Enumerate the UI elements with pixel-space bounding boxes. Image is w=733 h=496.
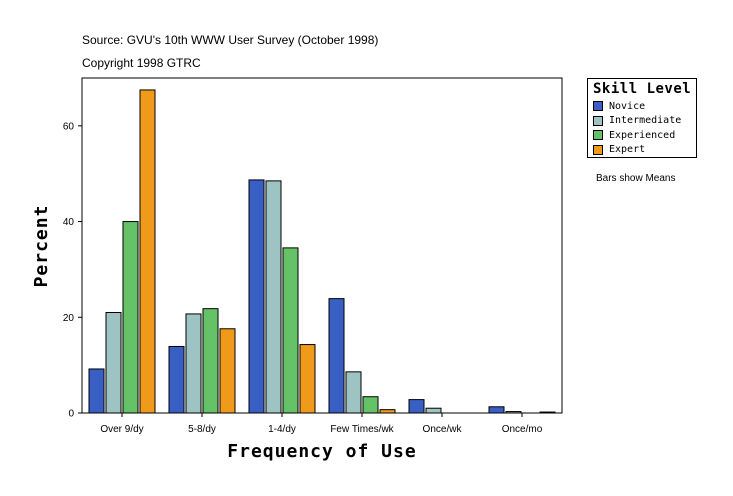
bar-5-8-dy-intermediate [185,313,202,414]
bar-once-mo-novice [488,406,505,414]
y-tick-label: 20 [63,313,75,324]
legend-title: Skill Level [593,81,692,97]
x-tick-label: Few Times/wk [330,424,394,435]
bar-1-4-dy-experienced [282,247,299,414]
legend-label: Novice [609,100,646,112]
y-tick-label: 60 [63,121,75,132]
bar-over-9-dy-experienced [122,221,139,414]
bar-over-9-dy-intermediate [105,311,122,414]
x-axis-label: Frequency of Use [227,441,416,462]
bar-5-8-dy-expert [219,328,236,414]
x-tick-label: Once/mo [502,424,543,435]
bar-once-mo-intermediate [505,411,522,414]
legend-swatch [593,144,603,155]
bar-5-8-dy-experienced [202,308,219,414]
bar-once-wk-novice [408,399,425,414]
y-axis: 0 20 40 60 [63,121,82,420]
legend-label: Expert [609,144,646,155]
x-axis: Over 9/dy 5-8/dy 1-4/dy Few Times/wk Once/wk… [100,413,543,435]
copyright-line: Copyright 1998 GTRC [82,56,201,70]
legend: Skill Level Novice Intermediate Experience… [587,78,697,158]
bar-few-times-wk-expert [379,409,396,414]
legend-item-intermediate: Intermediate [593,115,681,127]
bar-once-wk-intermediate [425,407,442,414]
legend-swatch [593,101,603,111]
y-tick-label: 0 [68,409,74,420]
legend-swatch [593,130,603,140]
legend-item-expert: Expert [593,144,645,156]
bar-over-9-dy-novice [88,368,105,414]
bar-over-9-dy-expert [139,89,156,414]
bar-1-4-dy-expert [299,344,316,414]
x-tick-label: 1-4/dy [268,424,296,435]
bar-few-times-wk-novice [328,298,345,414]
legend-label: Intermediate [609,115,682,126]
bars-group [88,89,556,414]
bar-1-4-dy-novice [248,179,265,414]
legend-item-novice: Novice [593,100,645,112]
source-line: Source: GVU's 10th WWW User Survey (Octo… [82,33,379,47]
bar-few-times-wk-intermediate [345,371,362,414]
legend-swatch [593,115,603,126]
y-tick-label: 40 [63,217,75,228]
bars-show-means-note: Bars show Means [596,173,676,184]
bar-5-8-dy-novice [168,345,185,414]
x-tick-label: Over 9/dy [100,424,143,435]
legend-item-experienced: Experienced [593,129,675,141]
legend-label: Experienced [609,129,676,141]
bar-few-times-wk-experienced [362,396,379,414]
y-axis-label: Percent [31,205,52,288]
plot-area [81,77,563,414]
x-tick-label: Once/wk [423,424,463,435]
x-tick-label: 5-8/dy [188,424,216,435]
bar-1-4-dy-intermediate [265,180,282,414]
bar-once-mo-expert [539,411,556,414]
